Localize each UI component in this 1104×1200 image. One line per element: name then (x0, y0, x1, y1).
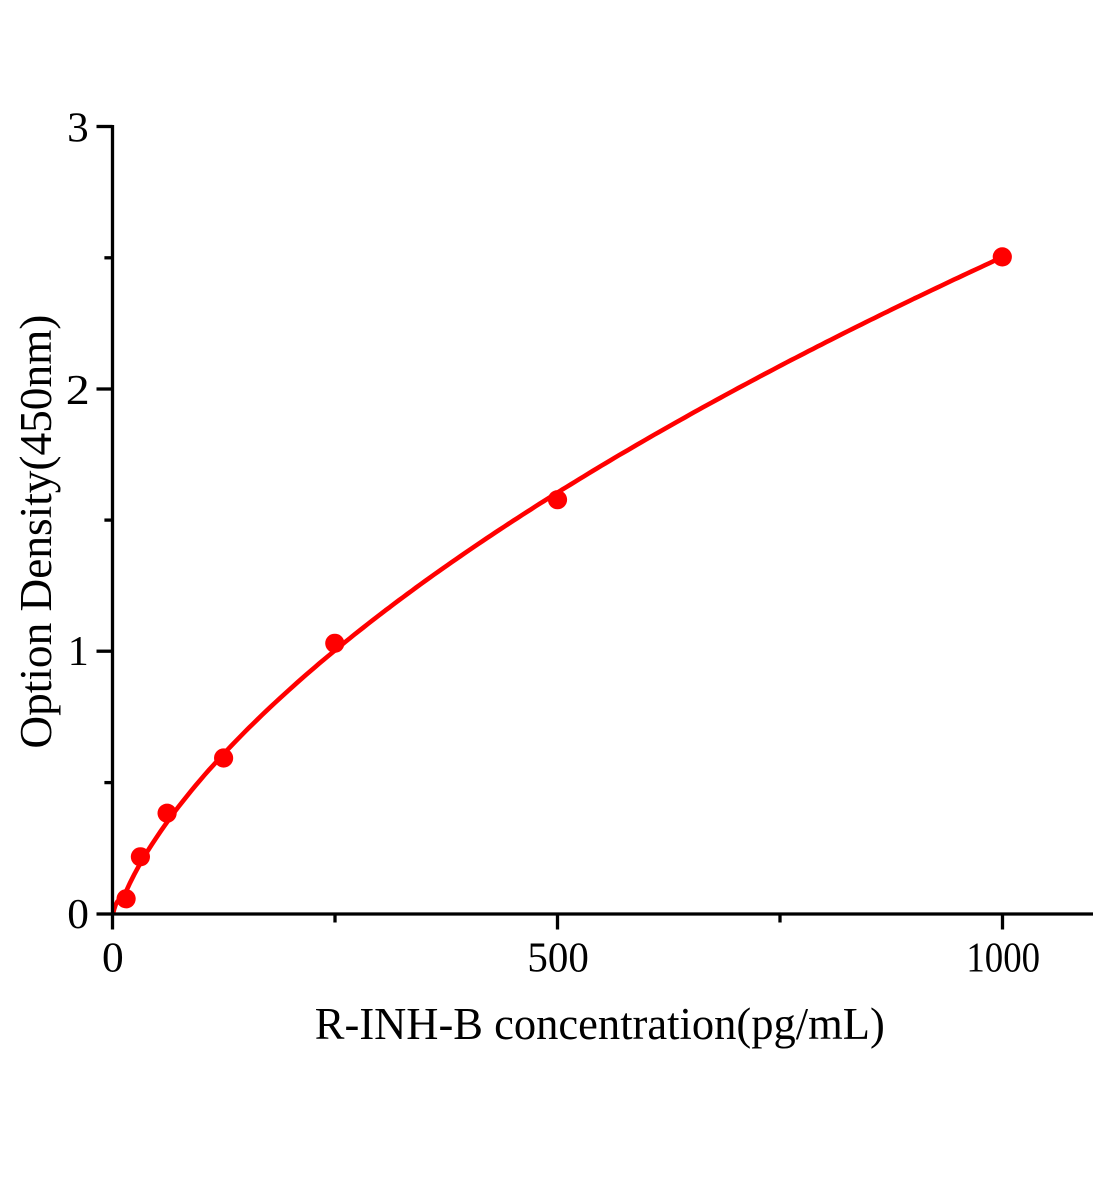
svg-text:R-INH-B concentration(pg/mL): R-INH-B concentration(pg/mL) (315, 998, 885, 1049)
svg-text:2: 2 (66, 368, 90, 414)
svg-text:0: 0 (102, 936, 124, 982)
svg-text:1000: 1000 (966, 936, 1040, 982)
svg-text:3: 3 (67, 106, 89, 152)
svg-text:1: 1 (68, 629, 89, 675)
svg-text:500: 500 (527, 936, 588, 982)
svg-text:Option Density(450nm): Option Density(450nm) (10, 315, 61, 749)
svg-text:0: 0 (67, 892, 89, 938)
